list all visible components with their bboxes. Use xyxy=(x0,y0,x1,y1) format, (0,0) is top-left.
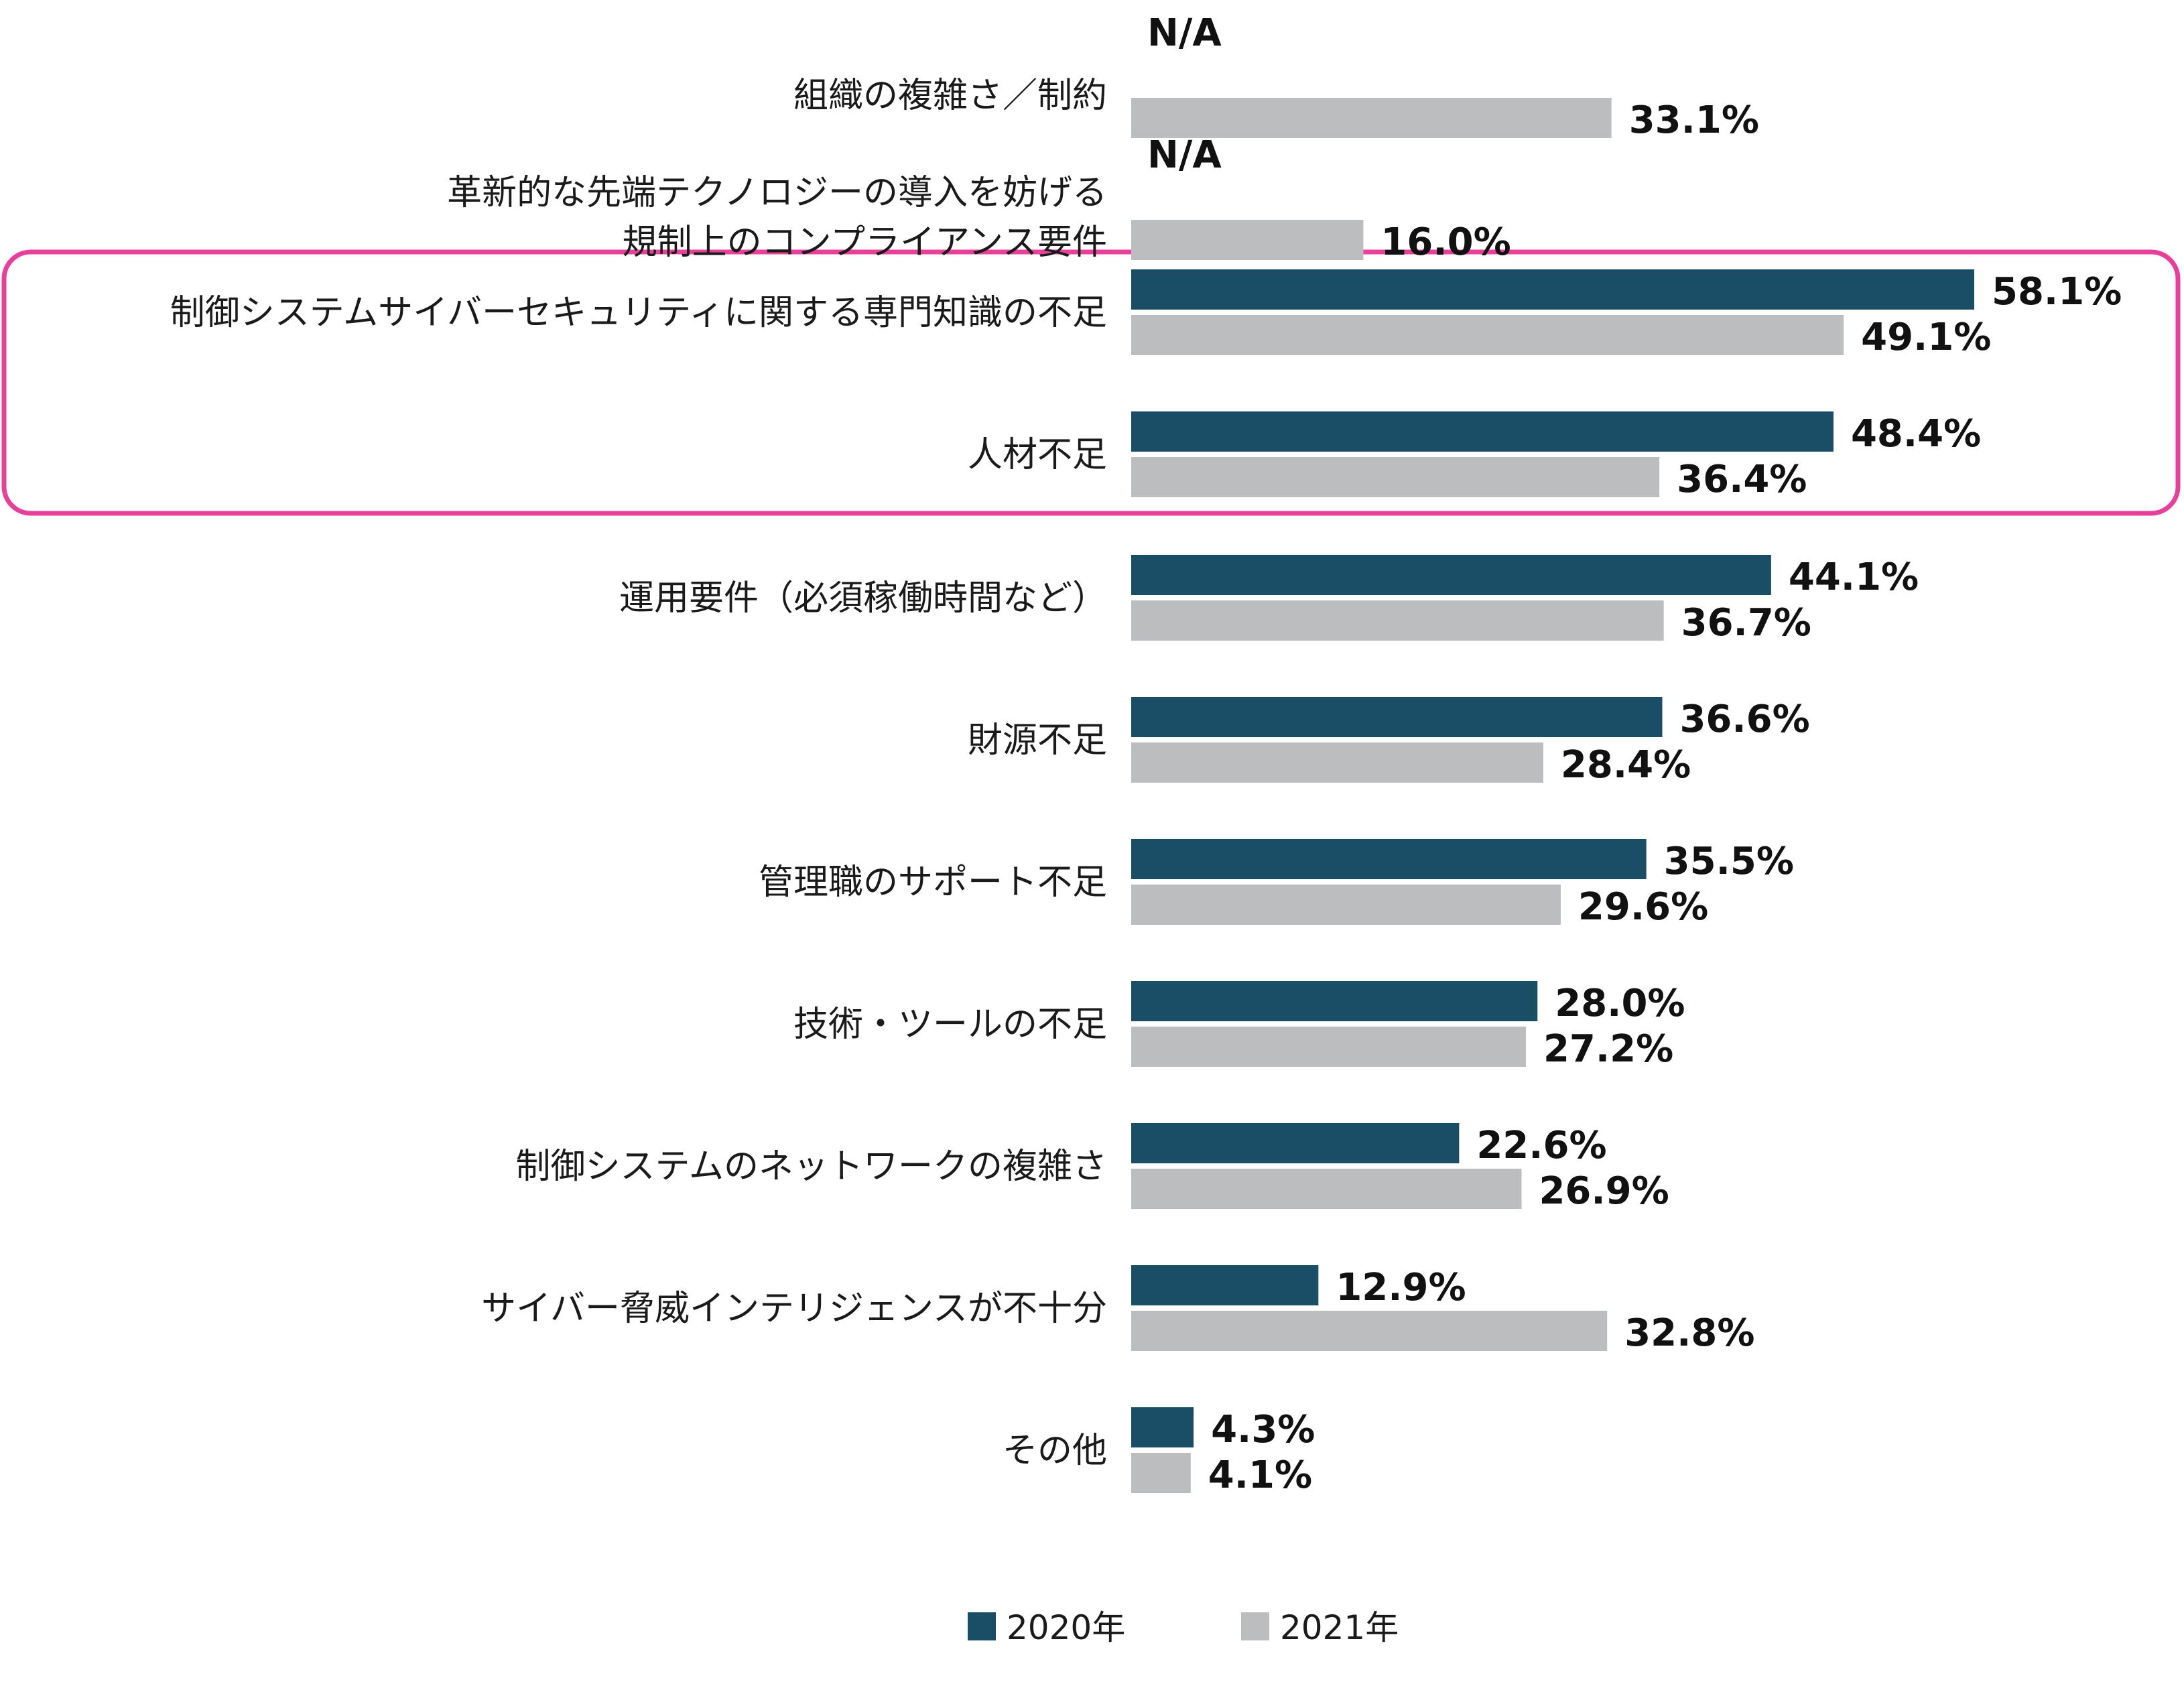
category-label: サイバー脅威インテリジェンスが不十分 xyxy=(481,1289,1107,1329)
category-label: 技術・ツールの不足 xyxy=(793,1005,1107,1045)
category-label: その他 xyxy=(1003,1431,1107,1471)
data-label: 4.3% xyxy=(1211,1408,1315,1451)
bar-2020 xyxy=(1131,697,1663,737)
bars-layer xyxy=(1131,98,1974,1493)
data-label: 22.6% xyxy=(1476,1124,1606,1167)
bar-2021 xyxy=(1131,220,1364,260)
highlight-layer xyxy=(1,249,2181,516)
data-label: 29.6% xyxy=(1578,885,1708,929)
legend-swatch-2020 xyxy=(968,1612,996,1640)
category-label: 制御システムサイバーセキュリティに関する専門知識の不足 xyxy=(170,293,1107,333)
data-label: 16.0% xyxy=(1380,220,1511,264)
bar-2020 xyxy=(1131,555,1771,595)
category-label: 人材不足 xyxy=(968,435,1107,475)
bar-2021 xyxy=(1131,600,1664,641)
bar-2021 xyxy=(1131,885,1561,925)
data-label: 33.1% xyxy=(1629,99,1759,142)
data-label: 36.7% xyxy=(1681,601,1811,645)
data-label: 35.5% xyxy=(1664,840,1794,883)
data-label: N/A xyxy=(1147,11,1222,55)
category-label: 財源不足 xyxy=(968,720,1107,761)
bar-2020 xyxy=(1131,411,1834,452)
bar-2021 xyxy=(1131,1027,1526,1067)
data-label: N/A xyxy=(1147,133,1222,177)
bar-2020 xyxy=(1131,269,1974,310)
data-label: 26.9% xyxy=(1539,1169,1669,1213)
data-label: 36.4% xyxy=(1677,458,1807,501)
category-label: 管理職のサポート不足 xyxy=(759,862,1107,903)
data-label: 48.4% xyxy=(1851,412,1981,456)
bar-2020 xyxy=(1131,1265,1319,1305)
category-label: 規制上のコンプライアンス要件 xyxy=(623,222,1107,263)
bar-2021 xyxy=(1131,1311,1608,1351)
category-label: 運用要件（必須稼働時間など） xyxy=(619,578,1107,619)
bar-2020 xyxy=(1131,981,1538,1021)
data-label: 49.1% xyxy=(1861,316,1991,359)
data-label: 36.6% xyxy=(1679,698,1809,741)
data-label: 32.8% xyxy=(1624,1311,1754,1355)
data-label: 27.2% xyxy=(1543,1027,1673,1071)
bar-2021 xyxy=(1131,1453,1191,1493)
bar-2021 xyxy=(1131,1169,1522,1209)
bar-2021 xyxy=(1131,742,1543,783)
legend-label-2021: 2021年 xyxy=(1280,1608,1399,1647)
bar-2021 xyxy=(1131,98,1612,138)
legend-swatch-2021 xyxy=(1241,1612,1269,1640)
legend-label-2020: 2020年 xyxy=(1007,1608,1125,1647)
category-label: 組織の複雑さ／制約 xyxy=(793,76,1107,116)
category-label: 制御システムのネットワークの複雑さ xyxy=(516,1147,1107,1187)
legend: 2020年 2021年 xyxy=(968,1608,1399,1647)
bar-2020 xyxy=(1131,1123,1460,1163)
data-label: 28.4% xyxy=(1561,743,1691,787)
labels-layer: 組織の複雑さ／制約 N/A 33.1% 革新的な先端テクノロジーの導入を妨げる規制上の… xyxy=(170,11,2122,1497)
data-label: 44.1% xyxy=(1789,556,1919,599)
bar-2020 xyxy=(1131,839,1647,879)
data-label: 4.1% xyxy=(1208,1453,1312,1497)
category-label: 革新的な先端テクノロジーの導入を妨げる xyxy=(447,173,1107,213)
bar-2021 xyxy=(1131,315,1844,355)
bar-2021 xyxy=(1131,457,1660,497)
bar-2020 xyxy=(1131,1407,1194,1447)
data-label: 28.0% xyxy=(1555,982,1685,1025)
data-label: 12.9% xyxy=(1336,1266,1466,1309)
data-label: 58.1% xyxy=(1992,270,2122,314)
highlight-box xyxy=(1,249,2181,516)
